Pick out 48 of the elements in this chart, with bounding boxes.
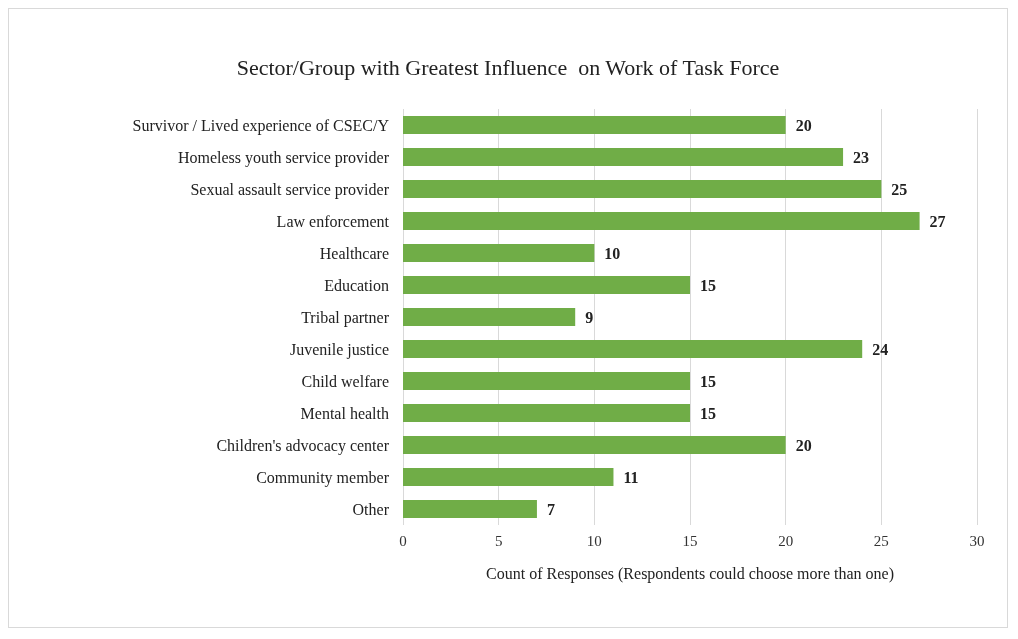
data-label: 7 xyxy=(546,500,555,518)
y-tick-label: Other xyxy=(352,500,390,518)
y-tick-label: Healthcare xyxy=(319,244,389,262)
data-label: 20 xyxy=(795,116,812,134)
data-label: 20 xyxy=(795,436,812,454)
x-tick-label: 0 xyxy=(399,532,407,549)
bar xyxy=(403,212,920,230)
data-label: 15 xyxy=(700,404,716,422)
y-tick-label: Mental health xyxy=(300,404,389,422)
data-label: 15 xyxy=(700,372,716,390)
data-label: 24 xyxy=(872,340,889,358)
y-tick-label: Juvenile justice xyxy=(289,340,389,359)
y-tick-label: Sexual assault service provider xyxy=(190,180,390,199)
bar xyxy=(403,148,844,166)
data-label: 25 xyxy=(891,180,908,198)
x-tick-label: 15 xyxy=(682,532,698,549)
bar xyxy=(403,500,537,518)
y-tick-label: Homeless youth service provider xyxy=(177,148,390,167)
x-tick-label: 10 xyxy=(586,532,602,549)
bar xyxy=(403,180,882,198)
bar xyxy=(403,468,614,486)
x-axis-title: Count of Responses (Respondents could choose more than one) xyxy=(486,564,894,583)
y-tick-label: Education xyxy=(324,276,389,294)
y-tick-label: Children's advocacy center xyxy=(216,436,390,455)
x-tick-label: 5 xyxy=(494,532,503,549)
x-tick-label: 20 xyxy=(778,532,794,549)
data-label: 27 xyxy=(929,212,946,230)
data-label: 11 xyxy=(623,468,639,486)
y-tick-label: Survivor / Lived experience of CSEC/Y xyxy=(132,116,390,135)
y-tick-label: Child welfare xyxy=(301,372,389,390)
data-label: 15 xyxy=(700,276,716,294)
y-tick-label: Tribal partner xyxy=(301,308,390,327)
x-tick-label: 30 xyxy=(969,532,985,549)
bar xyxy=(403,276,690,294)
bar xyxy=(403,244,595,262)
bar xyxy=(403,372,690,390)
y-tick-label: Community member xyxy=(256,468,390,487)
bar xyxy=(403,340,863,358)
chart-title: Sector/Group with Greatest Influence on Work of Task Force xyxy=(236,54,780,80)
bar xyxy=(403,436,786,454)
x-tick-label: 25 xyxy=(873,532,889,549)
y-tick-label: Law enforcement xyxy=(276,212,390,230)
data-label: 10 xyxy=(604,244,621,262)
data-label: 9 xyxy=(585,308,594,326)
bar xyxy=(403,116,786,134)
data-label: 23 xyxy=(853,148,870,166)
bar xyxy=(403,308,576,326)
bar xyxy=(403,404,690,422)
